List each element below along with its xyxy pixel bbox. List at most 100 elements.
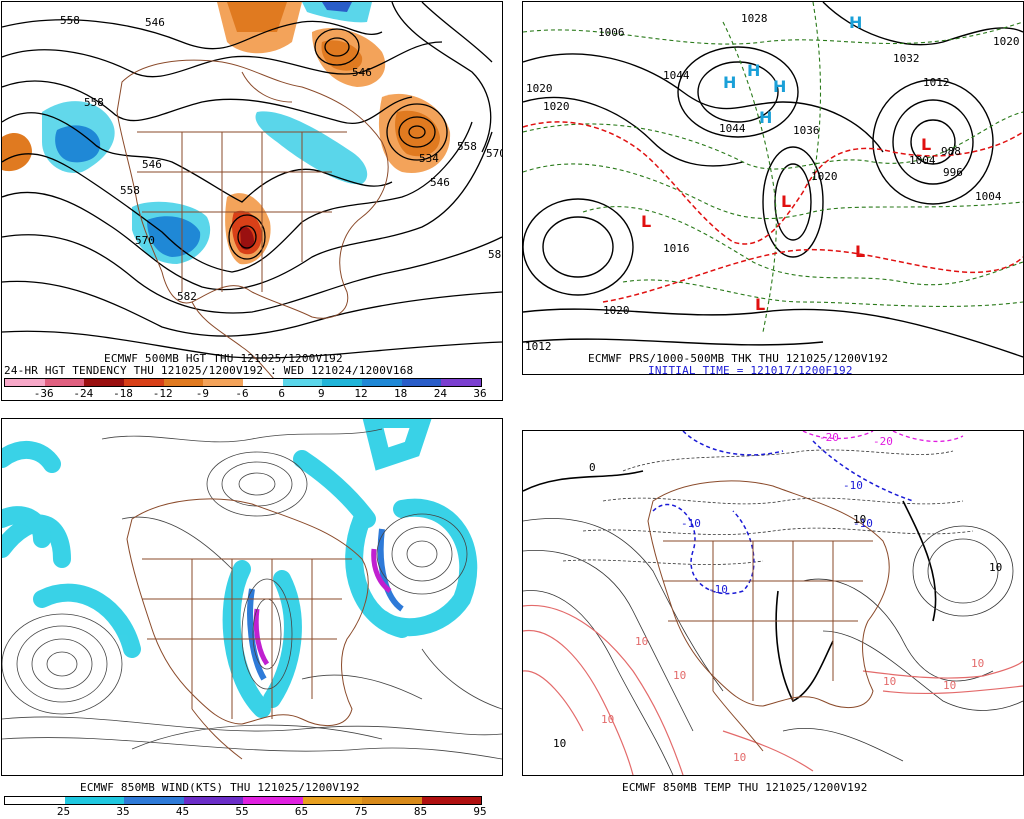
legend-swatch (124, 797, 184, 804)
legend-tick-label: -9 (195, 387, 209, 400)
low-pressure-marker: L (755, 295, 765, 314)
legend-tick-label: 12 (354, 387, 368, 400)
wind-color-legend (4, 796, 482, 805)
legend-tick-label: -36 (33, 387, 54, 400)
legend-swatch (302, 797, 362, 804)
tendency-color-legend (4, 378, 482, 387)
isobar-label: 996 (943, 166, 963, 179)
isobars (523, 2, 1023, 358)
legend-swatch (163, 379, 204, 386)
caption-wind: ECMWF 850MB WIND(KTS) THU 121025/1200V19… (80, 781, 360, 794)
thickness-lines (523, 2, 1023, 333)
isobar-label: 1028 (741, 12, 768, 25)
caption-pressure-line1: ECMWF PRS/1000-500MB THK THU 121025/1200… (588, 352, 889, 365)
isobar-label: 1044 (663, 69, 690, 82)
contour-label: 546 (142, 158, 162, 171)
isotherm-label: -20 (873, 435, 893, 448)
map-wind (2, 419, 502, 760)
isotherm-label: 0 (589, 461, 596, 474)
legend-tick-label: -12 (152, 387, 173, 400)
map-temp: 0 -10 -10 -10 -20 -20 -10 10 10 10 10 10… (523, 431, 1023, 775)
contour-label: 582 (177, 290, 197, 303)
contour-label: 534 (419, 152, 439, 165)
wind-speed-fill (247, 528, 404, 681)
isotherm-cold (652, 431, 914, 595)
contour-label: 558 (60, 14, 80, 27)
isotherm-label: 10 (989, 561, 1002, 574)
streamlines (2, 428, 502, 760)
isobar-label: 1020 (993, 35, 1020, 48)
map-borders (126, 498, 369, 760)
isotherm-label: 10 (853, 513, 866, 526)
isotherms-warm (523, 604, 1023, 775)
legend-tick-label: -6 (235, 387, 249, 400)
isotherm-label: 10 (635, 635, 648, 648)
low-pressure-marker: L (855, 242, 865, 261)
contour-label: 558 (457, 140, 477, 153)
isotherm-zero (523, 470, 937, 703)
wind-speed-fill (2, 419, 478, 718)
isotherm-label: -10 (843, 479, 863, 492)
map-borders (647, 480, 890, 752)
isobar-label: 1006 (598, 26, 625, 39)
isotherm-label: 10 (971, 657, 984, 670)
panel-pressure-thickness: L L L L L H H H H H 1020 1006 1020 1028 … (522, 1, 1024, 375)
legend-swatch (5, 379, 45, 386)
legend-tick-label: 75 (354, 805, 368, 818)
legend-tick-label: 36 (473, 387, 487, 400)
isotherm-label: 10 (553, 737, 566, 750)
legend-tick-label: -18 (113, 387, 133, 400)
panel-850mb-wind (1, 418, 503, 776)
isobar-label: 1004 (975, 190, 1002, 203)
legend-swatch (203, 379, 244, 386)
isotherm-label: 10 (883, 675, 896, 688)
legend-tick-label: 55 (235, 805, 249, 818)
legend-swatch (5, 797, 65, 804)
tendency-fill-pos (240, 226, 254, 250)
isotherm-label: 10 (673, 669, 686, 682)
tendency-fill-neg (302, 2, 372, 23)
isotherm-label: -10 (708, 583, 728, 596)
legend-tick-label: 18 (394, 387, 408, 400)
legend-tick-label: 85 (413, 805, 428, 818)
wind-legend-ticks: 25 35 45 55 65 75 85 95 (4, 805, 487, 818)
map-pressure: L L L L L H H H H H 1020 1006 1020 1028 … (523, 2, 1023, 358)
legend-swatch (64, 797, 124, 804)
contour-label: 570 (486, 147, 502, 160)
isobar-label: 1036 (793, 124, 820, 137)
tendency-legend-ticks: -36 -24 -18 -12 -9 -6 6 9 12 18 24 36 (4, 387, 487, 400)
isotherm-label: -20 (819, 431, 839, 444)
legend-swatch (84, 379, 125, 386)
legend-swatch (362, 797, 422, 804)
high-pressure-marker: H (723, 73, 736, 92)
tendency-fill-neg (322, 2, 352, 12)
caption-temp: ECMWF 850MB TEMP THU 121025/1200V192 (622, 781, 868, 794)
caption-pressure-line2: INITIAL TIME = 121017/1200F192 (648, 364, 853, 377)
legend-swatch (401, 379, 442, 386)
isobar-label: 1020 (603, 304, 630, 317)
contour-label: 546 (145, 16, 165, 29)
isobar-label: 1032 (893, 52, 920, 65)
isobar-label: 1004 (909, 154, 936, 167)
legend-tick-label: 65 (294, 805, 309, 818)
legend-swatch (243, 379, 283, 386)
high-pressure-marker: H (759, 108, 772, 127)
legend-swatch (441, 379, 482, 386)
isobar-label: 1044 (719, 122, 746, 135)
isotherm-label: 10 (601, 713, 614, 726)
tendency-fill-pos (2, 132, 32, 172)
legend-swatch (243, 797, 303, 804)
tendency-fill-neg (255, 111, 368, 185)
isotherm-label: 10 (733, 751, 746, 764)
isobar-label: 1012 (525, 340, 552, 353)
isotherms-below-zero (562, 449, 974, 565)
legend-swatch (44, 379, 85, 386)
caption-500mb-line2: 24-HR HGT TENDENCY THU 121025/1200V192 :… (4, 364, 414, 377)
panel-850mb-temp: 0 -10 -10 -10 -20 -20 -10 10 10 10 10 10… (522, 430, 1024, 776)
isobar-label: 988 (941, 145, 961, 158)
low-pressure-marker: L (641, 212, 651, 231)
contour-label: 546 (430, 176, 450, 189)
map-borders (116, 59, 389, 383)
contour-label: 582 (488, 248, 502, 261)
contour-label: 558 (84, 96, 104, 109)
